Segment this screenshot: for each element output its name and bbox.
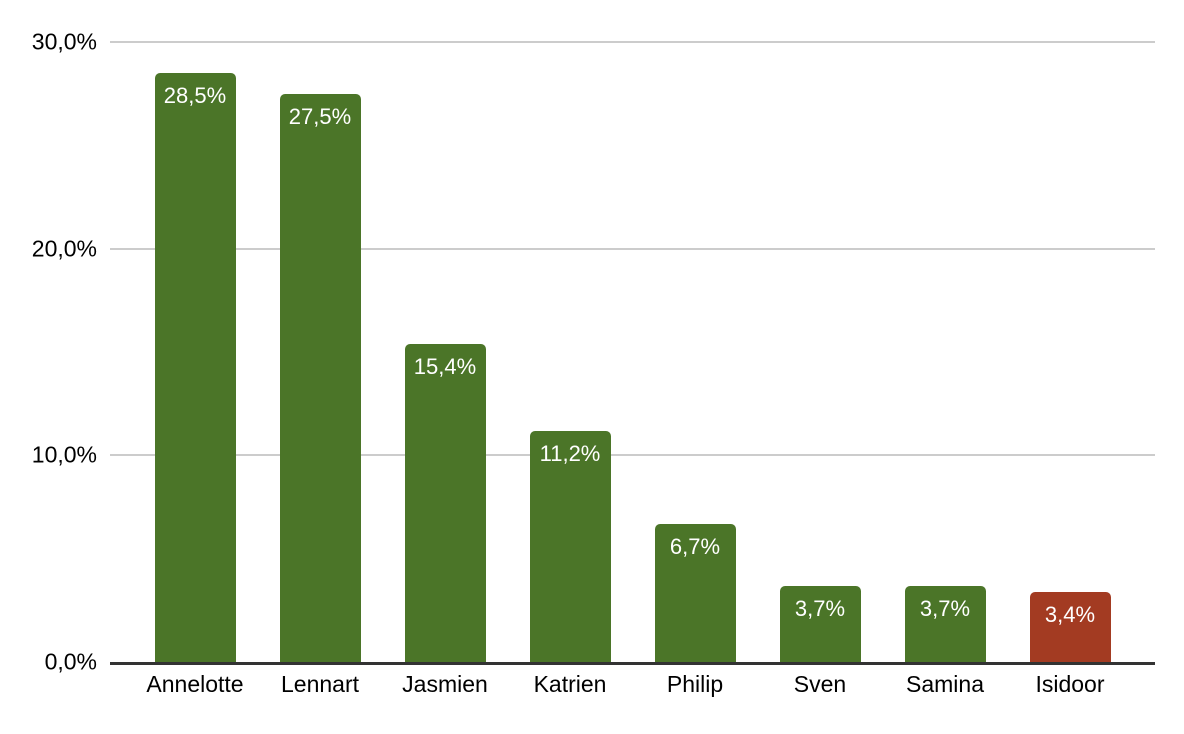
y-tick-label: 0,0% — [44, 648, 97, 675]
x-tick-label: Isidoor — [1035, 671, 1105, 697]
y-tick-label: 30,0% — [31, 28, 97, 55]
bar-value-label: 3,4% — [1044, 601, 1096, 627]
y-tick-label: 10,0% — [31, 441, 97, 468]
bar-philip: 6,7% — [654, 523, 736, 662]
x-tick-label: Lennart — [280, 671, 360, 697]
gridline — [110, 41, 1155, 43]
x-tick-label: Sven — [793, 671, 847, 697]
x-tick-label: Katrien — [533, 671, 607, 697]
bar-value-label: 3,7% — [919, 595, 971, 621]
x-tick-label: Jasmien — [402, 671, 488, 697]
x-tick-label: Annelotte — [146, 671, 244, 697]
bar-value-label: 3,7% — [794, 595, 846, 621]
bar-samina: 3,7% — [904, 585, 986, 662]
bar-value-label: 27,5% — [288, 103, 352, 129]
bar-value-label: 11,2% — [539, 440, 601, 466]
x-axis: Annelotte Lennart Jasmien Katrien Philip Sven… — [110, 671, 1155, 701]
plot-area: 28,5% 27,5% 15,4% 11,2% 6,7% 3,7% 3,7% 3,4% — [110, 41, 1155, 665]
bar-isidoor: 3,4% — [1029, 591, 1111, 662]
bar-value-label: 6,7% — [669, 533, 721, 559]
bar-lennart: 27,5% — [279, 93, 361, 662]
bar-katrien: 11,2% — [529, 430, 611, 662]
bar-jasmien: 15,4% — [404, 343, 486, 662]
y-axis: 30,0% 20,0% 10,0% 0,0% — [0, 29, 97, 675]
bar-annelotte: 28,5% — [154, 73, 236, 662]
x-tick-label: Philip — [666, 671, 724, 697]
gridline — [110, 454, 1155, 457]
bar-value-label: 15,4% — [413, 353, 477, 379]
y-tick-label: 20,0% — [31, 235, 97, 262]
bar-value-label: 28,5% — [163, 83, 227, 108]
x-tick-label: Samina — [906, 671, 984, 697]
bar-sven: 3,7% — [779, 585, 861, 662]
gridline — [110, 247, 1155, 250]
